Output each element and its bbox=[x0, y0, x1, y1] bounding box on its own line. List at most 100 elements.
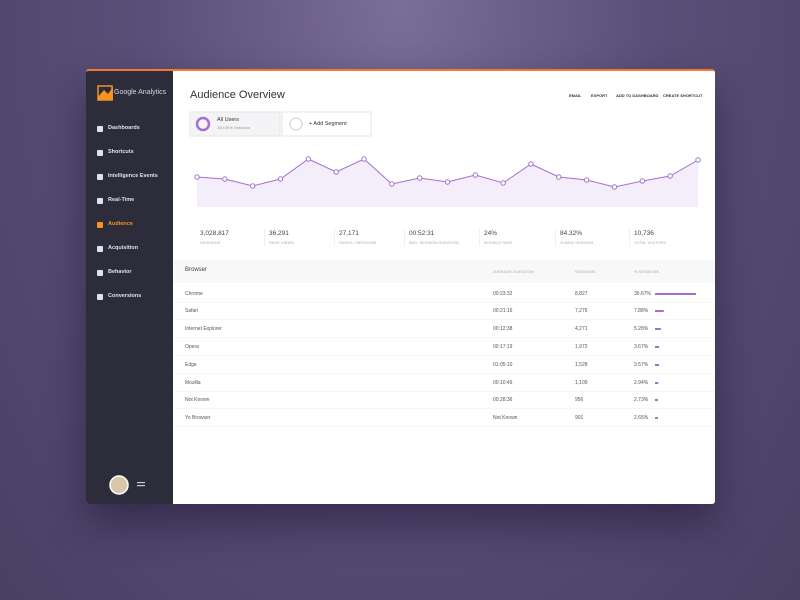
nav-item[interactable]: Real-Time bbox=[108, 197, 135, 203]
stat-value: 24% bbox=[484, 230, 498, 237]
stat-label: AVG. SESSION DURATION bbox=[409, 240, 459, 245]
cell: 00:23:32 bbox=[493, 291, 513, 297]
nav-item[interactable]: Intelligence Events bbox=[108, 173, 158, 179]
stat-label: TOTAL VISITORS bbox=[634, 240, 667, 245]
header-action[interactable]: EXPORT bbox=[591, 93, 608, 98]
cell: Not Known bbox=[185, 397, 210, 403]
nav-icon bbox=[97, 270, 103, 276]
column-header: SESSIONS bbox=[575, 269, 596, 274]
share-bar bbox=[655, 417, 658, 419]
divider bbox=[334, 228, 335, 246]
stat-value: 36,291 bbox=[269, 230, 289, 237]
nav-item[interactable]: Audience bbox=[108, 221, 133, 227]
segment-detail: 100.00% Sessions bbox=[217, 125, 251, 130]
point bbox=[611, 184, 618, 190]
logo-text: Google Analytics bbox=[114, 89, 167, 96]
page-title: Audience Overview bbox=[190, 89, 285, 101]
cell: 2.73% bbox=[634, 397, 649, 403]
cell: Chrome bbox=[185, 291, 203, 297]
point bbox=[389, 181, 395, 187]
divider bbox=[404, 228, 405, 246]
nav-item[interactable]: Conversions bbox=[108, 293, 142, 299]
logo-frame bbox=[97, 85, 113, 101]
point bbox=[277, 176, 284, 182]
segment-name[interactable]: All Users bbox=[217, 117, 240, 123]
cell: Opera bbox=[185, 344, 199, 350]
share-bar bbox=[655, 364, 659, 366]
point bbox=[416, 175, 423, 181]
point bbox=[556, 174, 562, 180]
nav-item[interactable]: Dashboards bbox=[108, 125, 140, 131]
point bbox=[472, 172, 479, 178]
point bbox=[194, 174, 200, 180]
column-header: AVERAGE DURATION bbox=[493, 269, 534, 274]
logo-icon bbox=[98, 87, 113, 100]
stat-value: 10,736 bbox=[634, 230, 654, 237]
nav-icon bbox=[97, 198, 103, 204]
point bbox=[249, 183, 256, 189]
nav-icon bbox=[97, 126, 103, 132]
divider bbox=[479, 228, 480, 246]
header-action[interactable]: ADD TO DASHBOARD bbox=[616, 93, 659, 98]
segment-box bbox=[281, 111, 372, 137]
cell: Yo Browser bbox=[185, 415, 211, 421]
nav-item[interactable]: Acquisition bbox=[108, 245, 138, 251]
cell: Internet Explorer bbox=[185, 326, 222, 332]
menu-icon bbox=[137, 482, 145, 484]
cell: 7.88% bbox=[634, 308, 649, 314]
point bbox=[528, 161, 534, 167]
stat-label: PAGES / SESSIONS bbox=[339, 240, 377, 245]
point bbox=[222, 176, 228, 182]
cell: 956 bbox=[575, 397, 584, 403]
header-action[interactable]: EMAIL bbox=[569, 93, 582, 98]
row-line bbox=[174, 391, 715, 392]
cell: 00:10:49 bbox=[493, 380, 513, 386]
divider bbox=[629, 228, 630, 246]
cell: 7,276 bbox=[575, 308, 588, 314]
cell: 2.94% bbox=[634, 380, 649, 386]
point bbox=[305, 156, 312, 162]
stat-value: 3,028,817 bbox=[200, 230, 229, 237]
row-line bbox=[174, 426, 715, 427]
nav-icon bbox=[97, 222, 103, 228]
nav-icon bbox=[97, 294, 103, 300]
cell: 3.67% bbox=[634, 344, 649, 350]
header-action[interactable]: CREATE SHORTCUT bbox=[663, 93, 703, 98]
row-line bbox=[174, 302, 715, 303]
divider bbox=[264, 228, 265, 246]
divider bbox=[555, 228, 556, 246]
dashboard-card: Google Analytics Dashboards Shortcuts Intel… bbox=[86, 69, 715, 504]
nav-item[interactable]: Behavior bbox=[108, 269, 132, 275]
add-segment[interactable]: + Add Segment bbox=[309, 121, 347, 127]
cell: 901 bbox=[575, 415, 584, 421]
point bbox=[361, 156, 367, 162]
segment-box bbox=[189, 111, 281, 137]
sidebar bbox=[86, 71, 173, 504]
segment-ring bbox=[195, 116, 211, 132]
share-bar bbox=[655, 346, 660, 348]
point bbox=[444, 179, 451, 185]
cell: 00:21:16 bbox=[493, 308, 513, 314]
cell: 01:05:10 bbox=[493, 362, 513, 368]
row-line bbox=[174, 319, 715, 320]
point bbox=[639, 178, 646, 184]
cell: Not Known bbox=[493, 415, 518, 421]
cell: 1,972 bbox=[575, 344, 588, 350]
point bbox=[667, 173, 673, 179]
point bbox=[500, 180, 506, 186]
cell: 4,271 bbox=[575, 326, 588, 332]
nav-icon bbox=[97, 246, 103, 252]
row-line bbox=[174, 373, 715, 374]
column-header: % SESSIONS bbox=[634, 269, 660, 274]
point bbox=[695, 157, 701, 163]
column-header: Browser bbox=[185, 267, 208, 273]
share-bar bbox=[655, 328, 661, 330]
cell: Mozilla bbox=[185, 380, 201, 386]
share-bar bbox=[655, 310, 664, 312]
cell: 3.57% bbox=[634, 362, 649, 368]
cell: 8,827 bbox=[575, 291, 588, 297]
stat-value: 84.32% bbox=[560, 230, 583, 237]
nav-item[interactable]: Shortcuts bbox=[108, 149, 134, 155]
row-line bbox=[174, 355, 715, 356]
